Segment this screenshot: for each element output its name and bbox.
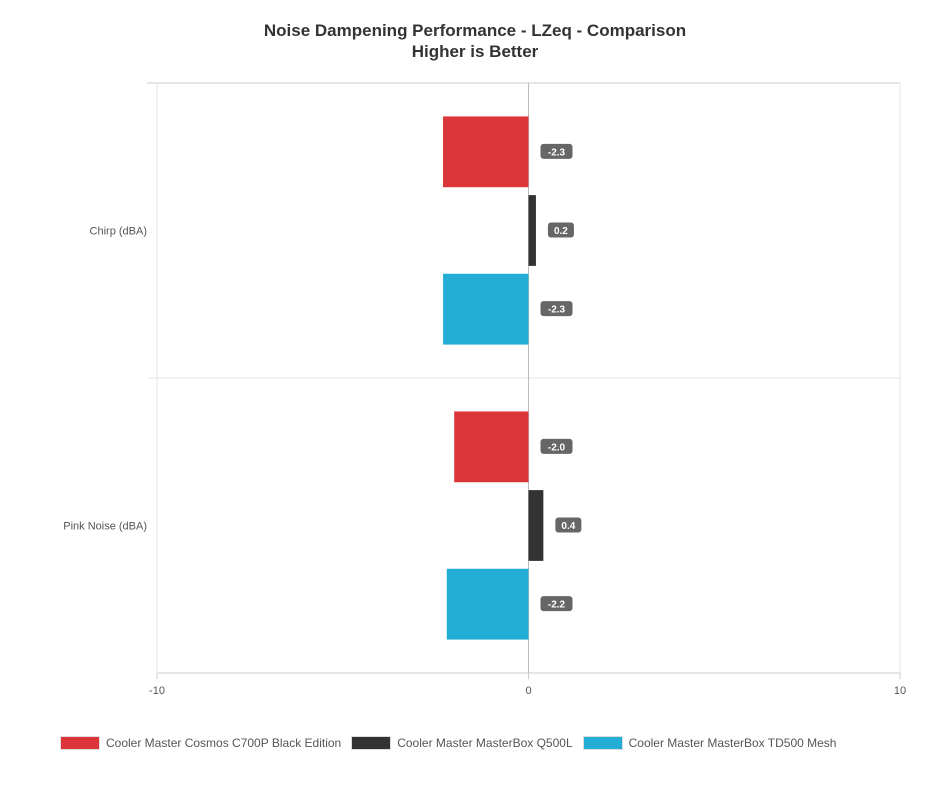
legend-item[interactable]: Cooler Master MasterBox Q500L <box>351 736 573 750</box>
data-label: -2.3 <box>548 147 566 158</box>
data-label-bg <box>540 301 573 317</box>
legend-label: Cooler Master MasterBox TD500 Mesh <box>628 736 837 750</box>
chart-title: Noise Dampening Performance - LZeq - Com… <box>0 20 950 62</box>
legend-label: Cooler Master Cosmos C700P Black Edition <box>106 736 342 750</box>
bar <box>446 568 529 640</box>
data-label-bg <box>555 517 582 533</box>
bar <box>443 273 529 345</box>
bar <box>528 490 544 561</box>
data-label: -2.0 <box>548 442 566 453</box>
data-label: 0.4 <box>561 521 575 532</box>
legend-swatch <box>351 736 392 750</box>
data-label: -2.3 <box>548 305 566 316</box>
data-label-bg <box>547 222 574 238</box>
x-tick-label: 10 <box>894 685 906 697</box>
bar <box>454 411 529 483</box>
legend-label: Cooler Master MasterBox Q500L <box>397 736 573 750</box>
data-label-bg <box>540 596 573 612</box>
data-label-bg <box>540 143 573 159</box>
title-line: Noise Dampening Performance - LZeq - Com… <box>263 21 687 40</box>
legend-swatch <box>582 736 623 750</box>
bar <box>528 195 536 266</box>
x-tick-label: 0 <box>525 685 531 697</box>
category-label: Chirp (dBA) <box>90 226 147 238</box>
category-label: Pink Noise (dBA) <box>63 521 147 533</box>
legend-item[interactable]: Cooler Master MasterBox TD500 Mesh <box>582 736 837 750</box>
legend-swatch <box>60 736 100 750</box>
legend: Cooler Master Cosmos C700P Black Edition… <box>60 736 836 750</box>
legend-item[interactable]: Cooler Master Cosmos C700P Black Edition <box>60 736 341 750</box>
x-tick-label: -10 <box>149 685 165 697</box>
data-label: 0.2 <box>554 226 568 237</box>
subtitle-line: Higher is Better <box>411 42 539 61</box>
data-label-bg <box>540 438 573 454</box>
data-label: -2.2 <box>548 600 566 611</box>
bar <box>443 116 529 188</box>
